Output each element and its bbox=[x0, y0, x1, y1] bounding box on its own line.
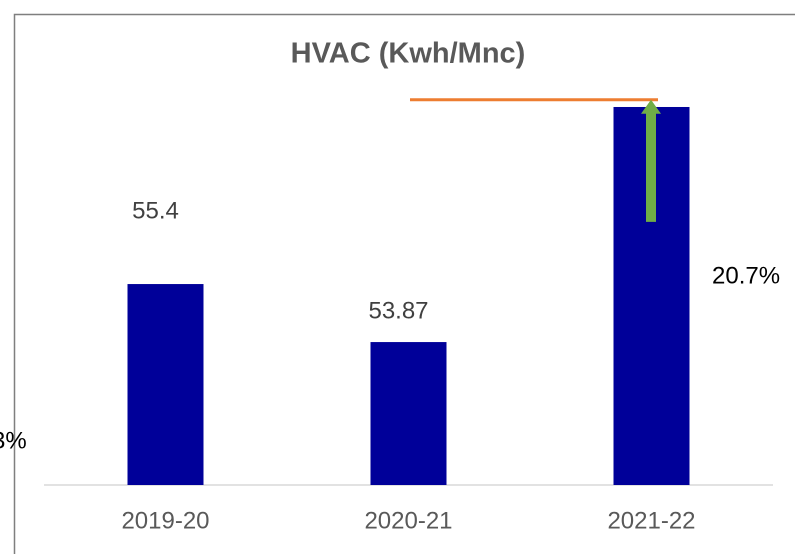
data-label: 55.4 bbox=[132, 197, 179, 224]
chart-title: HVAC (Kwh/Mnc) bbox=[291, 38, 526, 70]
x-tick-label: 2019-20 bbox=[121, 507, 209, 534]
annotation: 3% bbox=[0, 427, 27, 454]
x-tick-label: 2021-22 bbox=[607, 507, 695, 534]
x-tick-label: 2020-21 bbox=[364, 507, 452, 534]
bar bbox=[371, 342, 447, 485]
annotation: 20.7% bbox=[712, 262, 780, 289]
data-label: 53.87 bbox=[368, 297, 428, 324]
bar bbox=[128, 284, 204, 485]
